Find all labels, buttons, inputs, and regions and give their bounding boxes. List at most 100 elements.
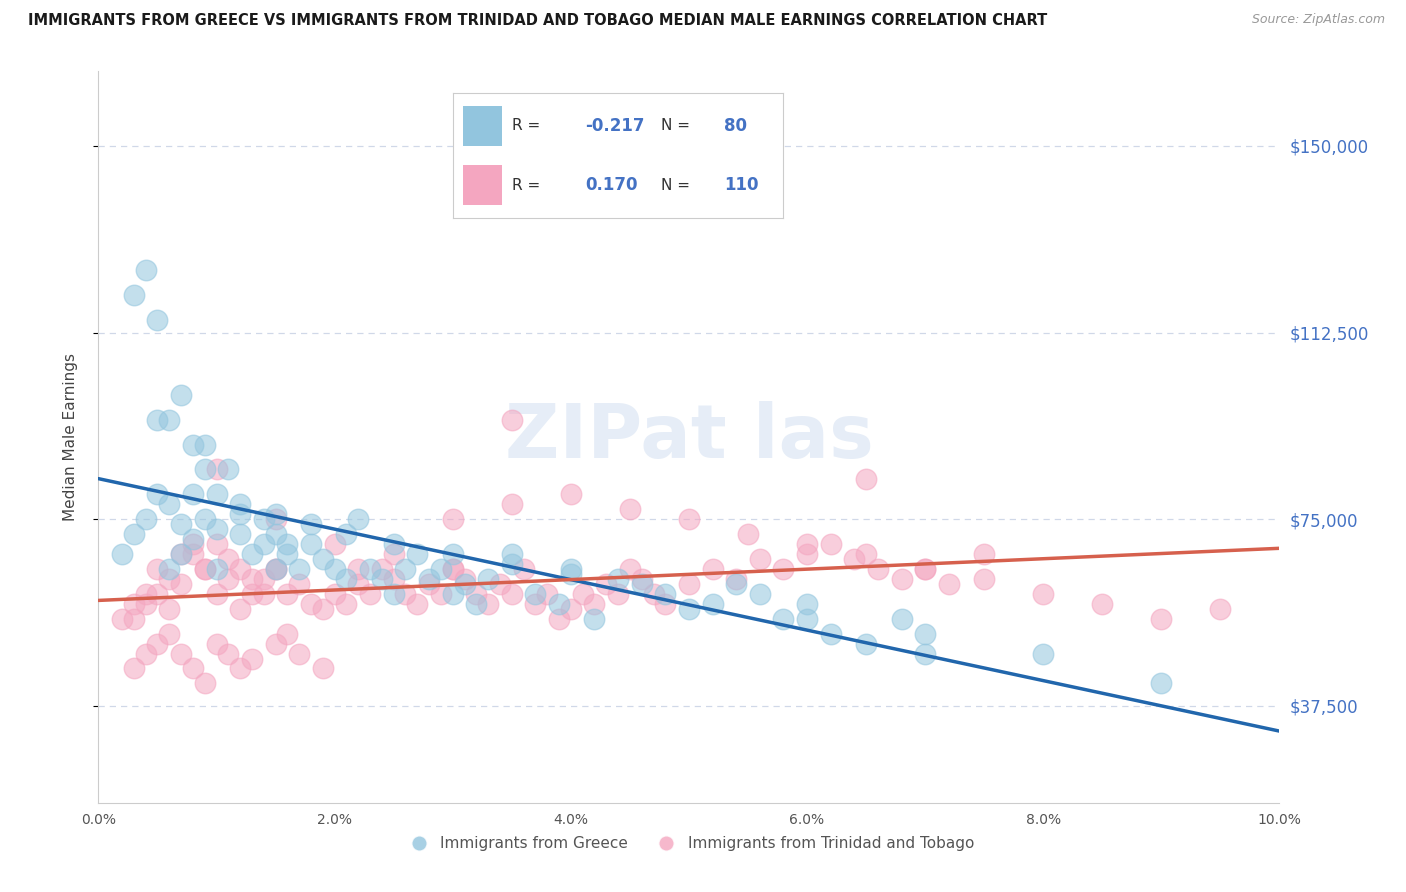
Point (406, 597, 429, 611)
Point (194, 562, 217, 576)
Point (253, 537, 276, 551)
Point (394, 587, 416, 601)
Point (264, 636, 287, 650)
Text: Source: ZipAtlas.com: Source: ZipAtlas.com (1251, 13, 1385, 27)
Point (560, 566, 582, 581)
Point (441, 547, 464, 561)
Point (288, 562, 311, 576)
Point (501, 412, 523, 426)
Point (406, 547, 429, 561)
Point (973, 572, 995, 586)
Point (111, 612, 134, 626)
Point (890, 612, 912, 626)
Point (111, 547, 134, 561)
Point (595, 577, 617, 591)
Point (524, 597, 547, 611)
Point (253, 587, 276, 601)
Point (465, 587, 488, 601)
Point (501, 557, 523, 571)
Point (276, 537, 298, 551)
Point (122, 661, 145, 675)
Point (477, 597, 499, 611)
Point (170, 547, 193, 561)
Point (796, 547, 818, 561)
Point (264, 562, 287, 576)
Point (501, 497, 523, 511)
Point (619, 562, 641, 576)
Point (240, 572, 263, 586)
Point (607, 572, 630, 586)
Point (571, 587, 593, 601)
Point (240, 587, 263, 601)
Point (465, 597, 488, 611)
Point (890, 572, 912, 586)
Point (560, 487, 582, 501)
Point (371, 572, 394, 586)
Point (938, 577, 960, 591)
Point (430, 562, 453, 576)
Point (772, 562, 794, 576)
Point (264, 562, 287, 576)
Point (229, 601, 252, 615)
Point (157, 601, 180, 615)
Point (217, 572, 239, 586)
Point (157, 572, 180, 586)
Point (844, 552, 866, 566)
Point (619, 502, 641, 516)
Y-axis label: Median Male Earnings: Median Male Earnings (63, 353, 77, 521)
Point (643, 587, 665, 601)
Point (146, 587, 169, 601)
Point (524, 587, 547, 601)
Point (240, 651, 263, 665)
Point (418, 577, 440, 591)
Point (194, 512, 217, 526)
Point (299, 517, 322, 532)
Point (418, 572, 440, 586)
Point (135, 647, 157, 661)
Point (347, 512, 370, 526)
Point (276, 587, 298, 601)
Point (855, 547, 877, 561)
Point (855, 636, 877, 650)
Point (135, 597, 157, 611)
Point (1032, 647, 1054, 661)
Point (229, 527, 252, 541)
Point (382, 572, 405, 586)
Point (288, 647, 311, 661)
Point (394, 562, 416, 576)
Point (654, 587, 676, 601)
Point (796, 612, 818, 626)
Point (583, 612, 606, 626)
Point (820, 626, 842, 640)
Point (430, 587, 453, 601)
Point (122, 527, 145, 541)
Point (725, 572, 748, 586)
Point (264, 512, 287, 526)
Point (489, 577, 512, 591)
Point (181, 537, 204, 551)
Point (181, 487, 204, 501)
Point (914, 626, 936, 640)
Point (276, 626, 298, 640)
Point (146, 313, 169, 327)
Point (181, 437, 204, 451)
Point (122, 612, 145, 626)
Point (560, 562, 582, 576)
Point (264, 562, 287, 576)
Point (914, 647, 936, 661)
Point (194, 462, 217, 476)
Point (1091, 597, 1114, 611)
Point (170, 647, 193, 661)
Point (217, 552, 239, 566)
Point (181, 532, 204, 546)
Point (796, 597, 818, 611)
Point (170, 517, 193, 532)
Point (299, 537, 322, 551)
Point (914, 562, 936, 576)
Point (135, 587, 157, 601)
Point (630, 577, 652, 591)
Point (323, 562, 346, 576)
Point (914, 562, 936, 576)
Point (702, 562, 724, 576)
Point (194, 562, 217, 576)
